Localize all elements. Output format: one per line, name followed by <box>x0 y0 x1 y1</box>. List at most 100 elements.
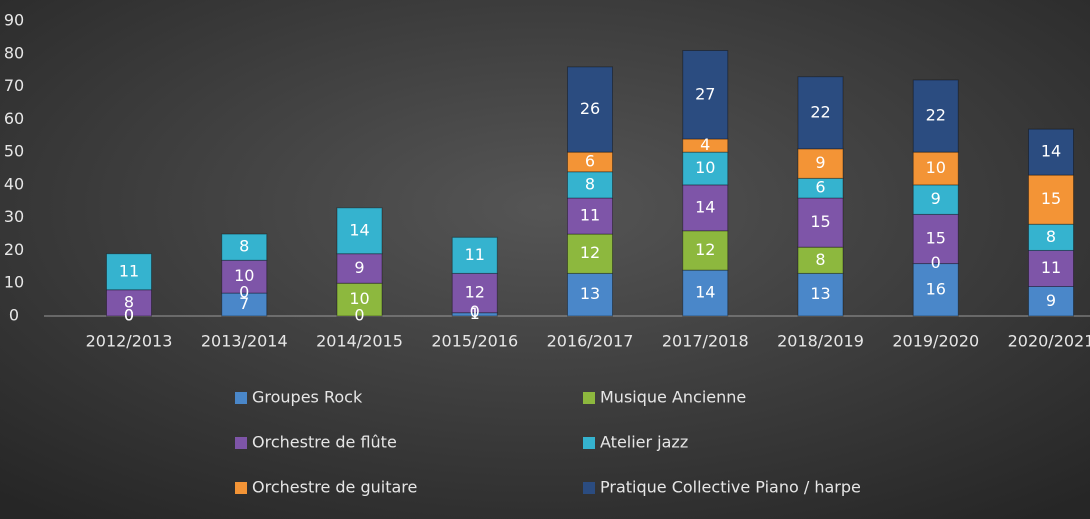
bar-segment <box>106 253 152 291</box>
data-label: 14 <box>695 197 715 216</box>
data-label: 27 <box>695 84 715 103</box>
legend-swatch <box>235 392 247 404</box>
legend-label: Orchestre de flûte <box>252 433 397 452</box>
bar-segment <box>682 151 729 186</box>
data-label: 14 <box>695 283 715 302</box>
data-label: 8 <box>815 250 825 269</box>
data-label: 7 <box>239 294 249 313</box>
bar-segment <box>106 289 152 317</box>
bar-segment <box>682 230 729 271</box>
data-label: 9 <box>354 258 364 277</box>
y-tick-label: 10 <box>4 273 24 292</box>
data-label: 15 <box>810 212 830 231</box>
data-label: 10 <box>695 158 715 177</box>
bar-segment <box>1028 128 1074 176</box>
data-label: 15 <box>926 228 946 247</box>
x-tick-label: 2013/2014 <box>201 332 288 351</box>
data-label: 0 <box>124 306 134 325</box>
y-tick-label: 20 <box>4 240 24 259</box>
bar-segment <box>1028 223 1074 251</box>
data-label: 11 <box>465 245 485 264</box>
x-tick-label: 2017/2018 <box>662 332 749 351</box>
data-label: 22 <box>810 102 830 121</box>
legend-label: Atelier jazz <box>600 433 688 452</box>
bar-segment <box>336 207 383 255</box>
legend-label: Musique Ancienne <box>600 388 746 407</box>
x-tick-label: 2014/2015 <box>316 332 403 351</box>
data-label: 0 <box>354 306 364 325</box>
data-label: 6 <box>815 178 825 197</box>
y-tick-label: 70 <box>4 76 24 95</box>
data-label: 8 <box>239 237 249 256</box>
data-label: 9 <box>1046 291 1056 310</box>
data-label: 0 <box>239 283 249 302</box>
bar-segment <box>797 246 844 274</box>
y-tick-label: 90 <box>4 11 24 30</box>
bar-segment <box>682 50 729 140</box>
x-tick-label: 2019/2020 <box>892 332 979 351</box>
data-label: 9 <box>815 153 825 172</box>
data-label: 13 <box>580 284 600 303</box>
data-label: 15 <box>1041 189 1061 208</box>
bar-segment <box>451 236 498 274</box>
y-tick-label: 50 <box>4 142 24 161</box>
data-label: 9 <box>931 189 941 208</box>
x-tick-label: 2012/2013 <box>86 332 173 351</box>
x-tick-label: 2015/2016 <box>431 332 518 351</box>
bar-segment <box>797 148 844 179</box>
bar-segment <box>567 233 613 274</box>
data-label: 10 <box>234 266 254 285</box>
bar-segment <box>451 272 498 314</box>
data-label: 12 <box>695 240 715 259</box>
data-label: 8 <box>585 174 595 193</box>
bar-segment <box>336 253 383 284</box>
data-label: 14 <box>349 220 369 239</box>
data-label: 8 <box>124 292 134 311</box>
y-tick-label: 0 <box>9 306 19 325</box>
bar-segment <box>912 213 959 265</box>
legend-label: Groupes Rock <box>252 388 363 407</box>
data-label: 11 <box>119 261 139 280</box>
data-label: 14 <box>1041 142 1061 161</box>
bar-segment <box>336 282 383 317</box>
bar-segment <box>912 151 959 186</box>
bar-segment <box>567 171 613 199</box>
legend-swatch <box>235 437 247 449</box>
y-tick-label: 30 <box>4 207 24 226</box>
bar-segment <box>912 184 959 215</box>
bar-segment <box>567 272 613 317</box>
y-tick-label: 80 <box>4 43 24 62</box>
bar-segment <box>912 79 959 153</box>
y-tick-label: 40 <box>4 174 24 193</box>
data-label: 10 <box>349 289 369 308</box>
bar-segment <box>567 197 613 235</box>
bar-segment <box>682 184 729 232</box>
data-label: 10 <box>926 158 946 177</box>
bar-segment <box>567 66 613 153</box>
data-label: 0 <box>931 253 941 272</box>
data-label: 8 <box>1046 227 1056 246</box>
legend-swatch <box>235 482 247 494</box>
data-label: 1 <box>470 304 480 323</box>
bar-segment <box>221 233 268 261</box>
data-label: 12 <box>580 243 600 262</box>
data-label: 4 <box>700 135 710 154</box>
data-label: 16 <box>926 279 946 298</box>
bar-segment <box>682 269 729 317</box>
data-label: 11 <box>580 206 600 225</box>
data-label: 26 <box>580 99 600 118</box>
legend-label: Orchestre de guitare <box>252 478 417 497</box>
data-label: 0 <box>470 302 480 321</box>
bar-segment <box>1028 249 1074 287</box>
x-tick-label: 2016/2017 <box>547 332 634 351</box>
legend-swatch <box>583 392 595 404</box>
legend-swatch <box>583 482 595 494</box>
data-label: 11 <box>1041 258 1061 277</box>
data-label: 6 <box>585 151 595 170</box>
bar-segment <box>912 263 959 317</box>
legend-swatch <box>583 437 595 449</box>
data-label: 13 <box>810 284 830 303</box>
x-tick-label: 2020/2021 <box>1008 332 1090 351</box>
